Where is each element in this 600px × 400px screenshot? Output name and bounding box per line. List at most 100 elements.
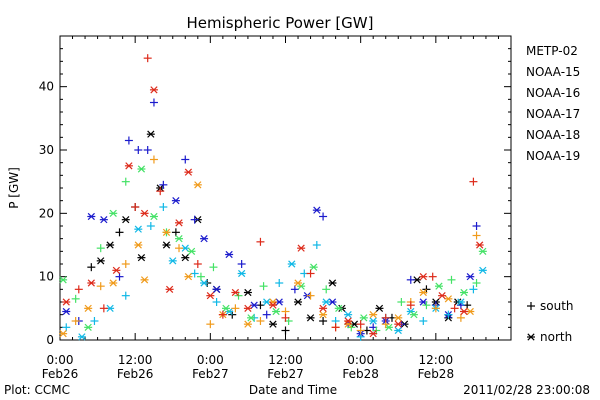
data-point-south bbox=[356, 320, 365, 329]
data-point-north bbox=[247, 314, 256, 322]
legend-entry: NOAA-16 bbox=[526, 86, 580, 100]
data-point-south bbox=[171, 228, 180, 237]
data-point-north bbox=[137, 254, 146, 262]
footer-plot-credit: Plot: CCMC bbox=[4, 383, 70, 397]
data-point-north bbox=[184, 168, 193, 176]
data-point-north bbox=[187, 247, 196, 255]
x-tick-date-label: Feb28 bbox=[342, 367, 379, 381]
data-point-north bbox=[272, 307, 281, 316]
data-point-south bbox=[428, 272, 437, 281]
data-point-north bbox=[62, 298, 71, 306]
data-point-north bbox=[171, 197, 180, 205]
data-point-north bbox=[225, 250, 234, 259]
data-point-north bbox=[181, 254, 190, 262]
data-point-south bbox=[259, 282, 268, 291]
data-point-north bbox=[369, 330, 378, 338]
chart-title: Hemispheric Power [GW] bbox=[187, 14, 374, 32]
data-point-north bbox=[294, 298, 303, 306]
data-points bbox=[59, 54, 487, 341]
data-point-north bbox=[109, 209, 118, 217]
x-tick-date-label: Feb26 bbox=[42, 367, 79, 381]
data-point-south bbox=[312, 241, 321, 249]
data-point-north bbox=[140, 276, 149, 284]
data-point-south bbox=[422, 301, 431, 310]
data-point-south bbox=[143, 146, 152, 154]
data-point-north bbox=[221, 304, 230, 312]
data-point-south bbox=[124, 136, 133, 145]
series-noaa-16 bbox=[62, 203, 487, 341]
data-point-south bbox=[319, 212, 328, 221]
data-point-south bbox=[472, 231, 481, 240]
data-point-south bbox=[90, 317, 99, 325]
data-point-south bbox=[275, 279, 284, 287]
data-point-north bbox=[175, 219, 184, 227]
data-point-north bbox=[344, 317, 353, 325]
data-point-south bbox=[175, 244, 184, 253]
data-point-north bbox=[466, 273, 475, 281]
data-point-north bbox=[419, 273, 428, 281]
data-point-north bbox=[99, 216, 108, 224]
data-point-north bbox=[165, 285, 174, 293]
legend-entry: NOAA-17 bbox=[526, 107, 580, 121]
data-point-south bbox=[406, 301, 415, 310]
data-point-north bbox=[200, 235, 209, 243]
data-point-north bbox=[312, 206, 321, 214]
data-point-south bbox=[190, 269, 199, 278]
data-point-north bbox=[59, 276, 68, 284]
data-point-north bbox=[394, 320, 403, 328]
x-tick-time-label: 12:00 bbox=[118, 353, 153, 367]
data-point-north bbox=[162, 228, 171, 236]
data-point-south bbox=[121, 177, 130, 186]
data-point-south bbox=[472, 222, 481, 230]
data-point-north bbox=[243, 320, 252, 328]
data-point-north bbox=[434, 282, 443, 290]
data-point-south bbox=[96, 282, 105, 291]
legend-entry: NOAA-19 bbox=[526, 149, 580, 163]
data-point-south bbox=[262, 310, 271, 319]
data-point-south bbox=[134, 146, 143, 154]
y-tick-label: 20 bbox=[39, 206, 54, 220]
y-tick-label: 0 bbox=[46, 333, 54, 347]
data-point-south bbox=[281, 313, 290, 322]
data-point-south bbox=[149, 98, 158, 107]
y-axis: 0 10 20 30 40 bbox=[39, 35, 511, 347]
data-point-south bbox=[469, 177, 478, 186]
data-point-south bbox=[121, 260, 130, 268]
data-point-north bbox=[527, 333, 535, 341]
data-point-south bbox=[472, 279, 481, 287]
data-point-south bbox=[62, 323, 71, 332]
data-point-south bbox=[456, 313, 465, 322]
data-point-south bbox=[256, 317, 265, 325]
data-point-north bbox=[438, 292, 447, 300]
data-point-north bbox=[162, 241, 171, 249]
data-point-north bbox=[328, 279, 337, 287]
data-point-south bbox=[469, 285, 478, 294]
y-tick-label: 30 bbox=[39, 143, 54, 157]
x-axis-label: Date and Time bbox=[249, 383, 337, 397]
data-point-north bbox=[243, 288, 252, 297]
data-point-north bbox=[322, 298, 331, 306]
data-point-north bbox=[62, 307, 71, 316]
data-point-south bbox=[99, 304, 108, 313]
data-point-north bbox=[77, 333, 86, 341]
data-point-north bbox=[319, 304, 328, 312]
legend-entry: METP-02 bbox=[526, 44, 578, 58]
data-point-south bbox=[322, 285, 331, 294]
data-point-north bbox=[206, 292, 215, 300]
data-point-south bbox=[181, 155, 190, 164]
data-point-south bbox=[131, 203, 140, 211]
data-point-north bbox=[109, 279, 118, 287]
data-point-south bbox=[527, 302, 535, 310]
data-point-north bbox=[359, 314, 368, 322]
data-point-north bbox=[334, 304, 343, 312]
data-point-north bbox=[112, 266, 121, 274]
data-point-north bbox=[460, 288, 469, 297]
data-point-south bbox=[431, 304, 440, 313]
marker-legend: south north bbox=[527, 299, 574, 344]
data-point-south bbox=[74, 285, 83, 294]
y-tick-label: 10 bbox=[39, 270, 54, 284]
data-point-south bbox=[87, 263, 96, 272]
data-point-south bbox=[237, 260, 246, 268]
data-point-south bbox=[146, 222, 155, 230]
data-point-south bbox=[149, 155, 158, 164]
